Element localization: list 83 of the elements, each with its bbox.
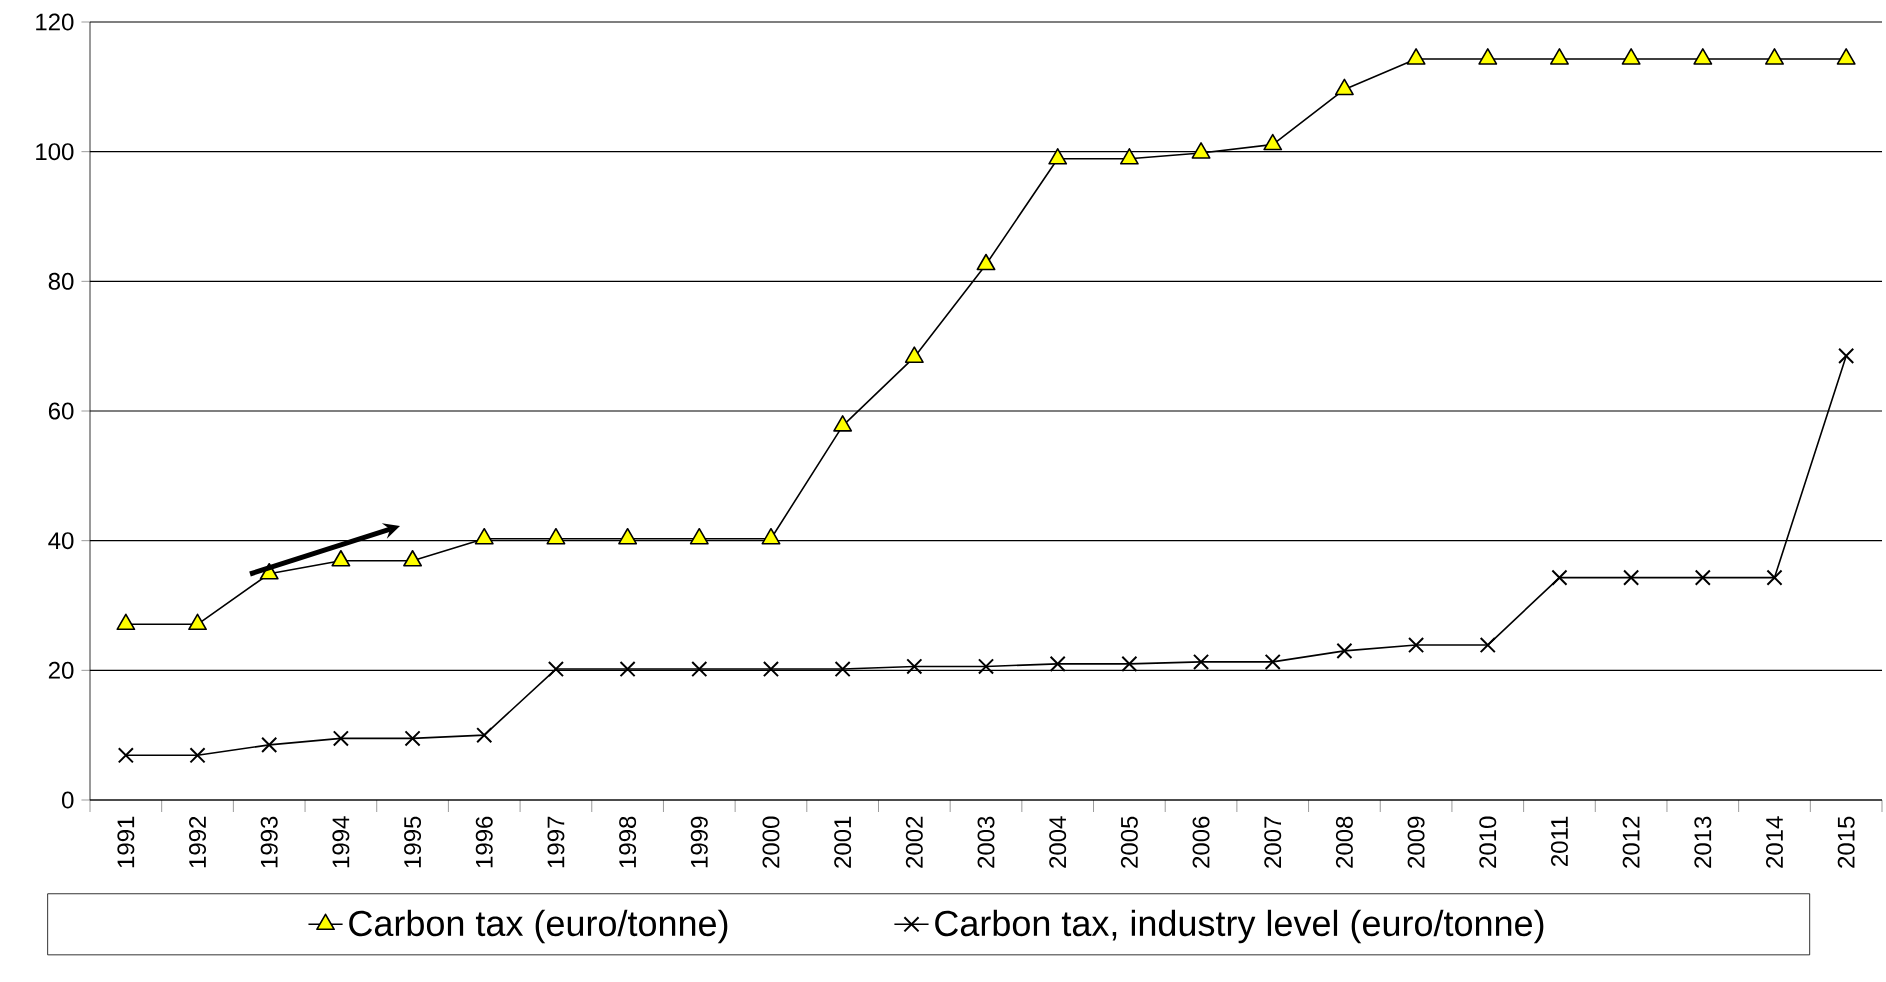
x-tick-label: 2002 — [905, 816, 923, 868]
x-tick-label: 1996 — [475, 816, 493, 868]
point — [117, 747, 134, 764]
x-tick-label: 2010 — [1479, 816, 1497, 868]
point — [761, 527, 781, 545]
point — [332, 730, 349, 747]
point — [904, 346, 924, 363]
x-tick-label: 1992 — [189, 816, 207, 868]
point — [331, 549, 351, 567]
point — [1766, 569, 1783, 586]
x-tick-label: 2004 — [1049, 816, 1067, 868]
x-tick-label: 2001 — [834, 816, 852, 868]
point — [1836, 48, 1856, 65]
point — [1264, 653, 1281, 670]
y-tick-label: 0 — [62, 791, 74, 809]
point — [1192, 653, 1210, 670]
point — [1623, 569, 1640, 586]
point — [476, 727, 493, 744]
x-tick-label: 1997 — [547, 816, 565, 868]
x-tick-label: 1991 — [117, 816, 135, 868]
point — [1551, 569, 1568, 586]
point — [689, 527, 709, 545]
x-tick-label: 1993 — [260, 816, 278, 868]
x-tick-label: 2011 — [1550, 816, 1568, 867]
y-tick-label: 120 — [36, 13, 74, 31]
point — [1406, 48, 1426, 65]
x-tick-label: 2008 — [1335, 816, 1353, 868]
point — [1119, 148, 1139, 165]
y-tick-label: 80 — [48, 272, 74, 290]
point — [261, 736, 278, 753]
x-tick-label: 2000 — [762, 816, 780, 868]
point — [1263, 133, 1283, 151]
point — [1048, 148, 1068, 165]
x-tick-label: 2007 — [1264, 816, 1282, 868]
y-tick-label: 100 — [36, 143, 74, 161]
point — [833, 415, 853, 432]
x-tick-label: 1995 — [404, 816, 422, 868]
x-tick-label: 1998 — [619, 816, 637, 868]
point — [1621, 48, 1641, 65]
point — [1191, 142, 1211, 159]
legend-label: Carbon tax, industry level (euro/tonne) — [935, 909, 1544, 944]
x-tick-label: 2006 — [1192, 816, 1210, 868]
point — [619, 660, 636, 678]
point — [189, 747, 206, 764]
point — [976, 253, 996, 271]
x-tick-label: 2013 — [1694, 816, 1712, 868]
point — [762, 660, 780, 678]
point — [1478, 48, 1498, 65]
point — [618, 527, 638, 545]
point — [1408, 636, 1425, 654]
x-tick-label: 2005 — [1120, 816, 1138, 868]
y-tick-label: 40 — [48, 532, 74, 550]
point — [474, 527, 494, 545]
y-tick-label: 60 — [48, 402, 74, 420]
point — [403, 549, 423, 567]
point — [547, 660, 564, 678]
point — [691, 660, 708, 678]
point — [906, 658, 923, 675]
point — [834, 660, 851, 678]
point — [1694, 569, 1711, 586]
point — [1334, 78, 1354, 96]
point — [1121, 655, 1138, 672]
point — [977, 658, 995, 675]
point — [188, 613, 207, 631]
x-tick-label: 1999 — [690, 816, 708, 868]
point — [1765, 48, 1784, 65]
x-tick-label: 2014 — [1766, 816, 1783, 868]
point — [1049, 655, 1066, 672]
x-tick-label: 2015 — [1837, 816, 1855, 868]
x-tick-label: 2003 — [977, 816, 995, 868]
point — [1838, 347, 1855, 364]
point — [404, 730, 421, 747]
point — [1336, 642, 1353, 659]
legend-label: Carbon tax (euro/tonne) — [349, 909, 728, 944]
x-tick-label: 2009 — [1407, 816, 1425, 868]
point — [546, 527, 566, 545]
point — [116, 613, 136, 631]
y-tick-label: 20 — [48, 661, 74, 679]
point — [1549, 48, 1569, 65]
x-tick-label: 2012 — [1622, 816, 1640, 868]
point — [1479, 636, 1496, 654]
x-tick-label: 1994 — [332, 816, 350, 868]
point — [1693, 48, 1713, 65]
